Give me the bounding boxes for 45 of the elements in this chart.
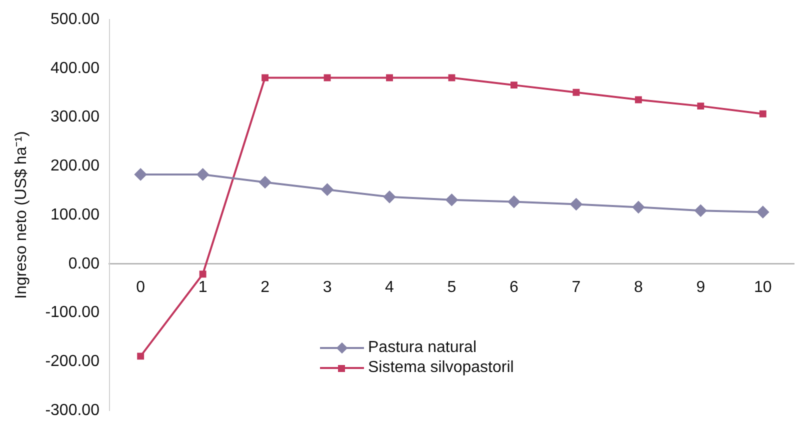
x-tick-label: 4	[385, 278, 394, 296]
y-tick-label: -300.00	[45, 402, 100, 419]
y-tick-label: 400.00	[50, 60, 100, 77]
point	[632, 201, 644, 214]
point	[134, 168, 147, 180]
legend-label: Sistema silvopastoril	[368, 358, 514, 378]
y-tick-label: -200.00	[45, 352, 100, 370]
legend-label: Pastura natural	[368, 338, 477, 358]
point	[510, 82, 518, 89]
x-tick-label: 3	[322, 278, 332, 296]
point	[386, 74, 393, 82]
y-tick-label: 500.00	[50, 11, 100, 28]
x-tick-label: 10	[754, 278, 772, 296]
point	[324, 74, 331, 82]
x-tick-label: 6	[510, 278, 519, 296]
point	[137, 352, 144, 360]
y-tick-label: 300.00	[50, 108, 100, 126]
x-tick-label: 9	[696, 278, 706, 296]
x-tick-label: 8	[634, 278, 643, 296]
point	[756, 206, 769, 218]
y-tick-label: 0.00	[68, 255, 100, 272]
point	[570, 198, 582, 210]
point	[634, 96, 642, 104]
point	[321, 184, 334, 196]
x-tick-label: 0	[136, 278, 146, 296]
point	[259, 176, 272, 188]
y-tick-label: -100.00	[45, 304, 100, 322]
point	[199, 270, 206, 278]
point	[759, 110, 766, 118]
point	[384, 190, 396, 203]
y-tick-label: 100.00	[50, 206, 100, 224]
x-tick-label: 2	[260, 278, 270, 296]
point	[446, 194, 458, 206]
x-tick-label: 5	[447, 278, 456, 296]
y-axis-title: Ingreso neto (US$ ha⁻¹)	[13, 131, 30, 299]
point	[572, 88, 580, 96]
x-tick-label: 7	[572, 278, 581, 296]
point	[694, 204, 707, 217]
point	[697, 102, 704, 110]
y-tick-label: 200.00	[50, 158, 100, 175]
point	[448, 74, 456, 82]
point	[262, 74, 269, 82]
x-tick-label: 1	[198, 278, 208, 296]
point	[508, 196, 520, 208]
point	[196, 168, 209, 180]
